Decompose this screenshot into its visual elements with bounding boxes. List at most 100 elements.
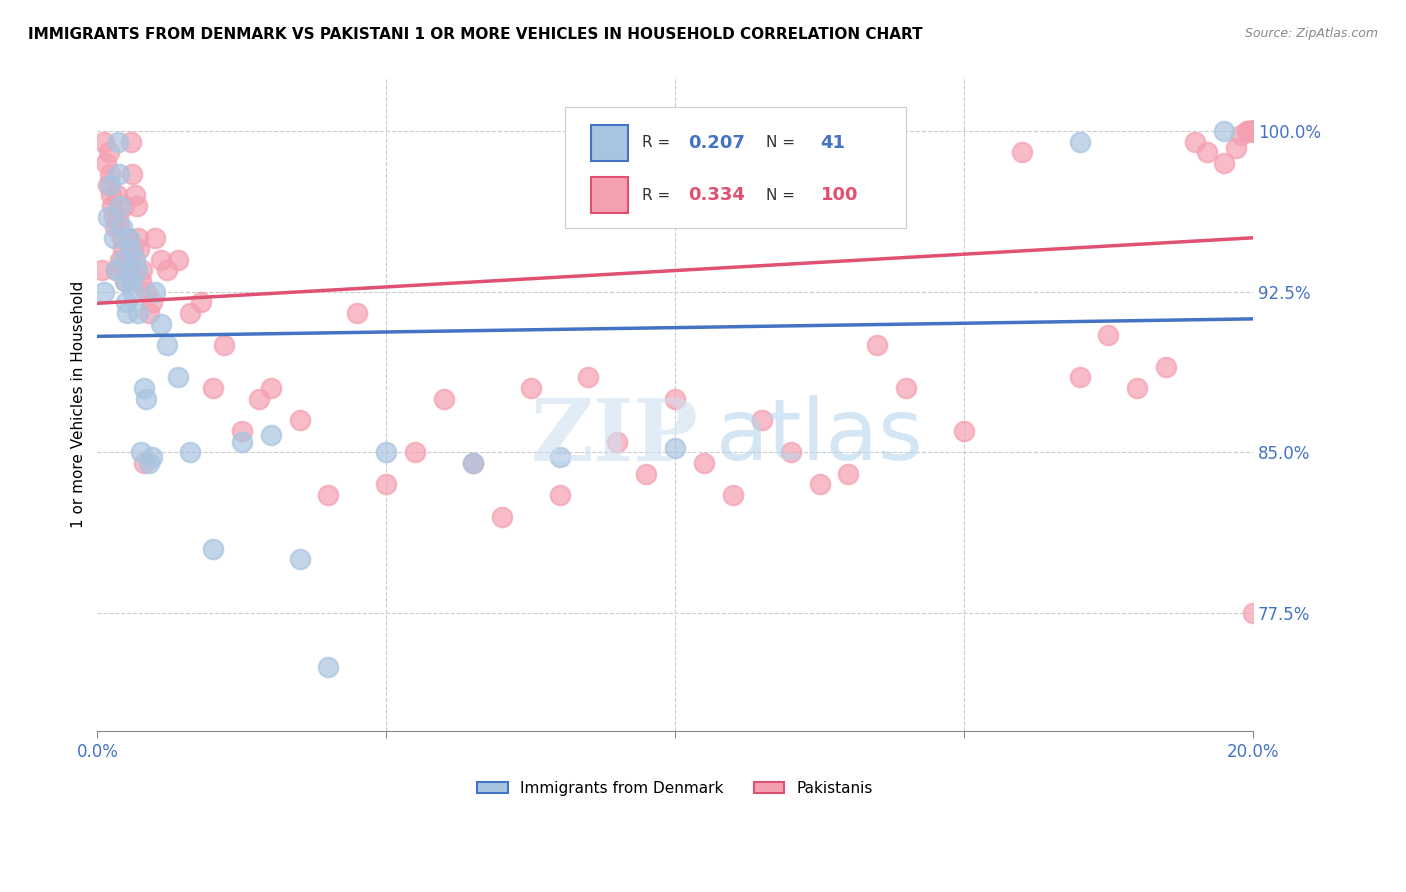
Point <box>103 231 125 245</box>
FancyBboxPatch shape <box>591 125 627 161</box>
Point <box>866 338 889 352</box>
Point <box>110 220 132 235</box>
Point <box>1241 124 1264 138</box>
Text: ZIP: ZIP <box>530 395 699 479</box>
Point <box>124 252 146 267</box>
Point <box>1241 124 1264 138</box>
Point <box>118 231 141 245</box>
Point <box>433 392 456 406</box>
Point <box>375 477 398 491</box>
Point <box>110 252 132 267</box>
Point <box>98 167 121 181</box>
Point <box>606 434 628 449</box>
Point <box>837 467 859 481</box>
Text: 41: 41 <box>821 134 845 152</box>
Point <box>93 285 115 299</box>
Point <box>519 381 541 395</box>
Point <box>346 306 368 320</box>
Point <box>129 445 152 459</box>
Text: atlas: atlas <box>716 395 924 478</box>
Point <box>636 467 658 481</box>
Point <box>548 450 571 464</box>
Point <box>1097 327 1119 342</box>
Text: N =: N = <box>766 136 796 150</box>
Point <box>1184 135 1206 149</box>
Point <box>1195 145 1218 160</box>
Point <box>98 178 121 192</box>
Point <box>318 659 340 673</box>
Point <box>664 392 686 406</box>
Point <box>149 252 172 267</box>
Point <box>107 210 129 224</box>
Point <box>124 188 146 202</box>
Point <box>260 428 283 442</box>
Point <box>179 445 201 459</box>
Text: 0.207: 0.207 <box>688 134 745 152</box>
Point <box>1225 141 1247 155</box>
Point <box>1241 124 1264 138</box>
Point <box>131 263 153 277</box>
Point <box>112 199 135 213</box>
Point <box>1213 156 1236 170</box>
Point <box>156 263 179 277</box>
Point <box>1011 145 1033 160</box>
Point <box>751 413 773 427</box>
Point <box>110 231 132 245</box>
Point <box>404 445 426 459</box>
Point <box>115 295 138 310</box>
Point <box>231 434 253 449</box>
Point <box>1239 124 1261 138</box>
Point <box>91 263 114 277</box>
Point <box>97 145 120 160</box>
Point <box>135 285 157 299</box>
Point <box>318 488 340 502</box>
Point <box>125 199 148 213</box>
Point <box>214 338 236 352</box>
Point <box>135 392 157 406</box>
Point <box>121 167 143 181</box>
Point <box>122 242 145 256</box>
Point <box>1241 124 1264 138</box>
Point <box>1241 124 1264 138</box>
Point <box>1069 135 1091 149</box>
Text: N =: N = <box>766 187 796 202</box>
Y-axis label: 1 or more Vehicles in Household: 1 or more Vehicles in Household <box>72 280 86 528</box>
Point <box>1241 124 1264 138</box>
Point <box>953 424 976 438</box>
Point <box>1241 124 1264 138</box>
Point <box>548 488 571 502</box>
Point <box>1241 124 1264 138</box>
Point <box>105 188 128 202</box>
Point <box>125 263 148 277</box>
Point <box>156 338 179 352</box>
Point <box>111 242 134 256</box>
Point <box>1069 370 1091 384</box>
Point <box>104 263 127 277</box>
Point <box>1240 124 1263 138</box>
Point <box>1230 128 1253 143</box>
Point <box>247 392 270 406</box>
Point <box>1154 359 1177 374</box>
Point <box>104 263 127 277</box>
Point <box>114 274 136 288</box>
Point <box>132 381 155 395</box>
Point <box>94 156 117 170</box>
Point <box>120 135 142 149</box>
Point <box>97 178 120 192</box>
Point <box>143 285 166 299</box>
Point <box>127 231 149 245</box>
Point <box>118 263 141 277</box>
Point <box>375 445 398 459</box>
Point <box>141 295 163 310</box>
Point <box>190 295 212 310</box>
Point <box>201 381 224 395</box>
Point <box>97 210 120 224</box>
Point <box>115 263 138 277</box>
Point <box>149 317 172 331</box>
Point <box>1241 124 1264 138</box>
Point <box>103 210 125 224</box>
Point <box>1236 124 1258 138</box>
Text: 0.334: 0.334 <box>688 186 745 204</box>
Point <box>1240 124 1263 138</box>
Point <box>1213 124 1236 138</box>
